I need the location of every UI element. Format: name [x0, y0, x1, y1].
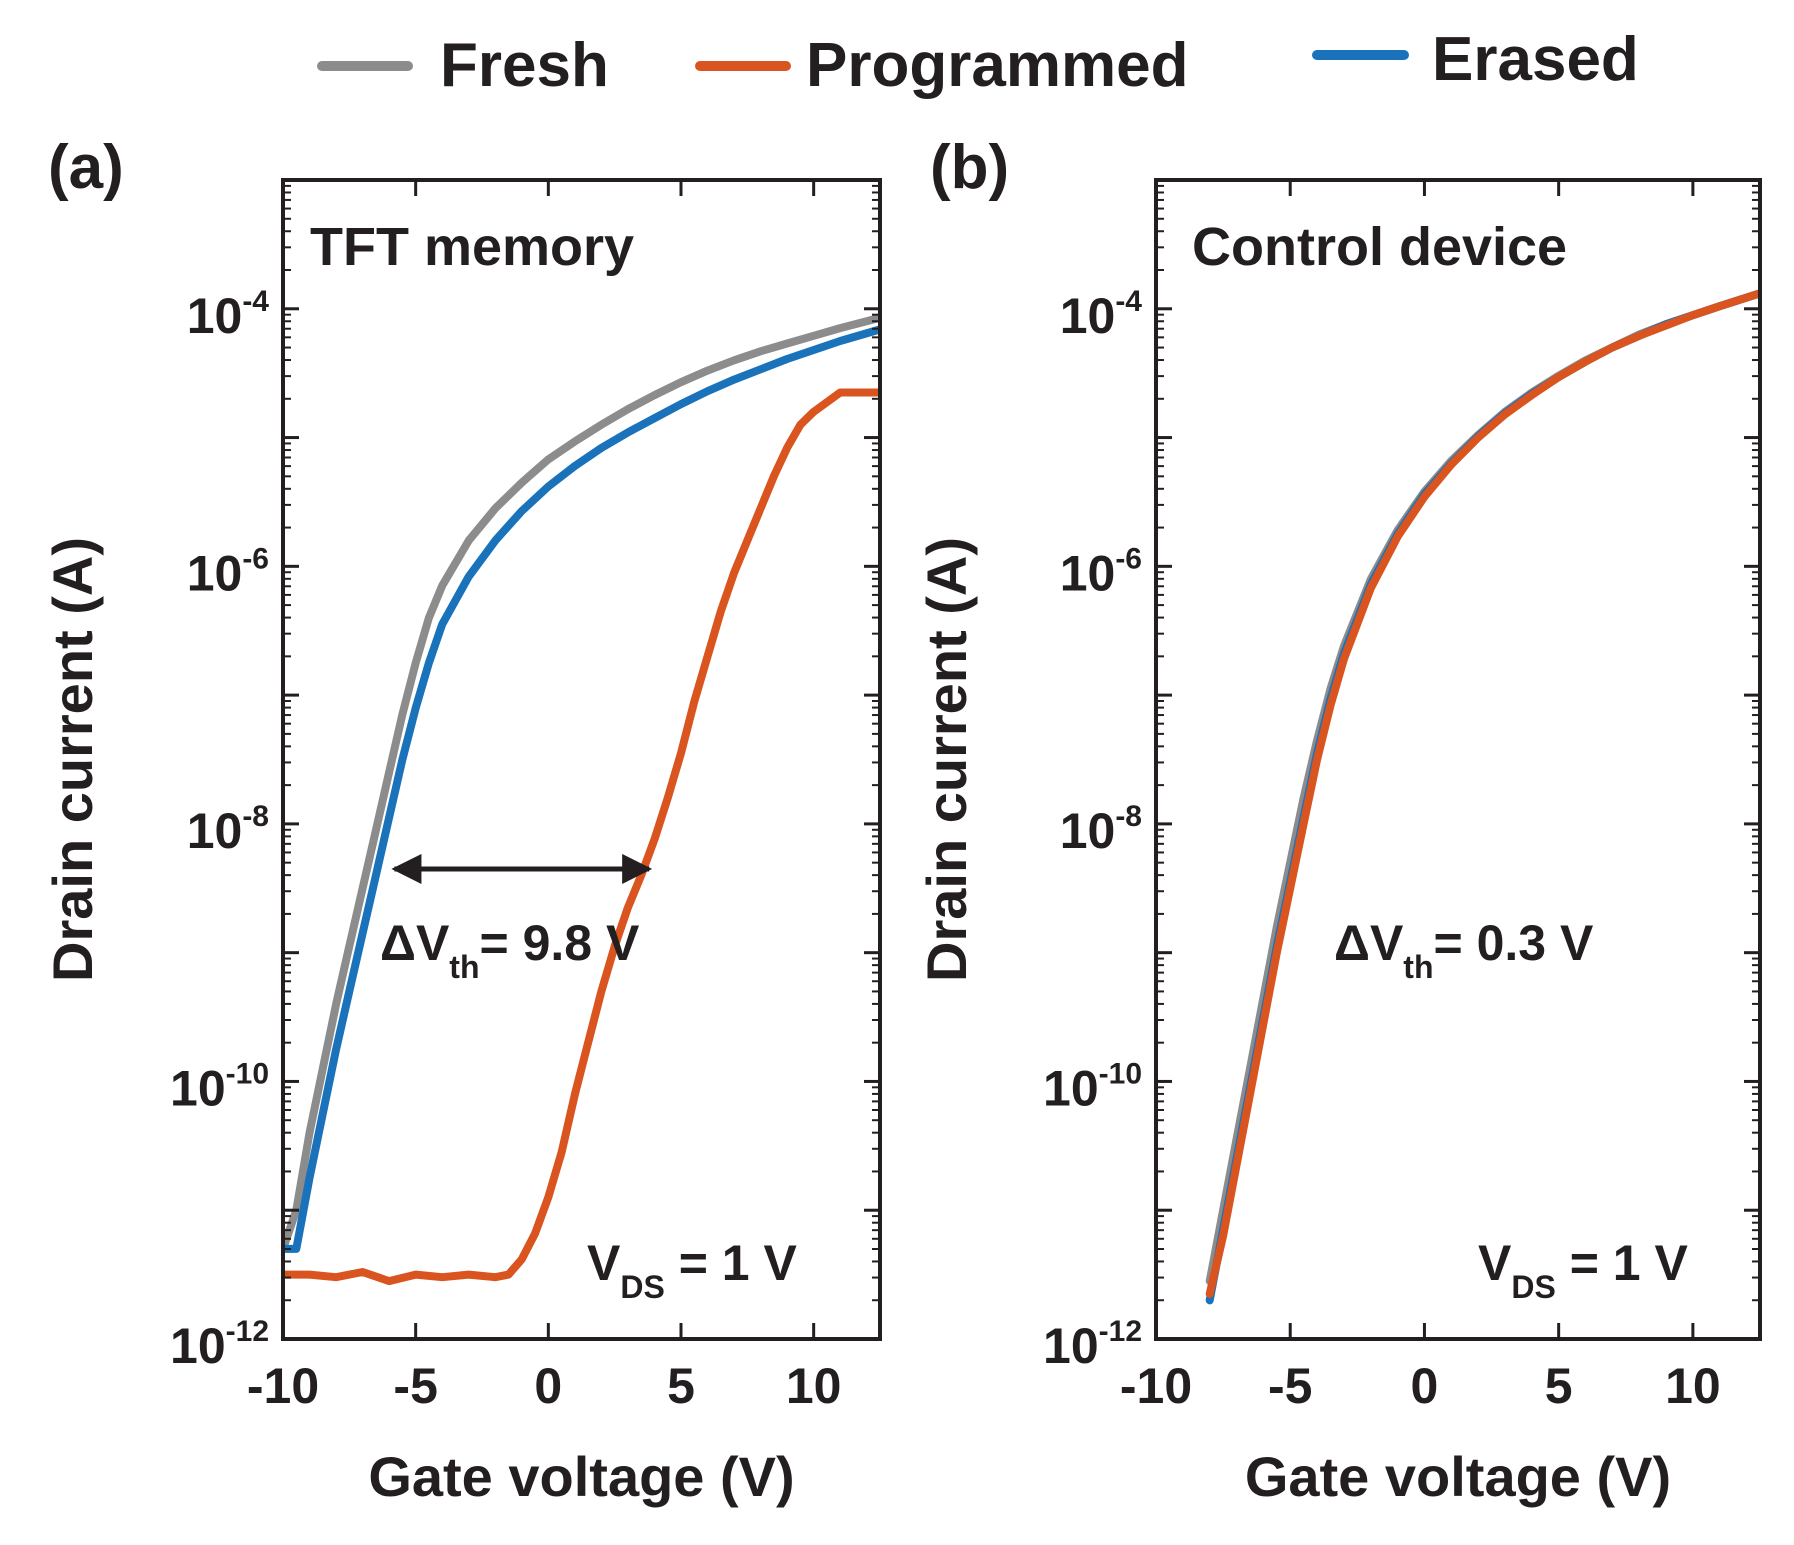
vds-annotation: VDS = 1 V: [1478, 1235, 1688, 1305]
y-tick-label: 10-12: [1043, 1315, 1142, 1374]
x-tick-label: -10: [247, 1358, 319, 1414]
y-tick-label: 10-12: [170, 1315, 269, 1374]
panel-b: (b) 10-12 10-10 10-8 10-6 10-4 -10 -5 0 5 10 Gate v…: [915, 133, 1762, 1508]
inner-title: Control device: [1192, 217, 1567, 277]
y-tick-label: 10-6: [1060, 542, 1142, 601]
legend-label-fresh: Fresh: [440, 31, 609, 100]
legend-item-erased[interactable]: Erased: [1312, 25, 1639, 94]
x-tick-label: 5: [667, 1358, 695, 1414]
series-line-programmed: [283, 388, 880, 1286]
y-axis-title: Drain current (A): [915, 537, 978, 982]
x-axis-title: Gate voltage (V): [368, 1445, 794, 1508]
y-tick-label: 10-6: [187, 542, 269, 601]
legend-item-programmed[interactable]: Programmed: [695, 31, 1188, 100]
series-line-programmed: [1205, 289, 1760, 1298]
panel-label: (a): [48, 133, 124, 202]
y-axis-title: Drain current (A): [41, 537, 104, 982]
x-tick-label: 0: [1411, 1358, 1439, 1414]
plot-frame: [281, 178, 882, 1341]
series-line-erased: [283, 325, 880, 1253]
x-tick-label: 5: [1545, 1358, 1573, 1414]
series-group: [1205, 289, 1760, 1305]
panel-a: (a) 10-12 10-10 10-8 10-6 10-4 -10 -5 0 5 10 Gate v…: [41, 133, 882, 1508]
y-tick-label: 10-8: [187, 800, 269, 859]
y-tick-label: 10-10: [1043, 1057, 1142, 1116]
delta-vth-annotation: ΔVth= 9.8 V: [380, 915, 640, 985]
plot-frame: [1154, 178, 1762, 1341]
y-tick-label: 10-8: [1060, 800, 1142, 859]
x-tick-label: -5: [393, 1358, 437, 1414]
x-tick-label: 10: [786, 1358, 842, 1414]
vds-annotation: VDS = 1 V: [587, 1235, 797, 1305]
series-line-erased: [1205, 289, 1760, 1305]
legend-label-erased: Erased: [1432, 25, 1639, 94]
y-tick-label: 10-10: [170, 1057, 269, 1116]
delta-vth-annotation: ΔVth= 0.3 V: [1334, 915, 1594, 985]
x-axis-title: Gate voltage (V): [1245, 1445, 1671, 1508]
y-tick-label: 10-4: [1060, 285, 1143, 344]
x-tick-label: -5: [1268, 1358, 1312, 1414]
legend: Fresh Programmed Erased: [317, 25, 1639, 100]
x-tick-label: 0: [534, 1358, 562, 1414]
panel-label: (b): [930, 133, 1009, 202]
y-tick-label: 10-4: [187, 285, 270, 344]
x-tick-label: -10: [1120, 1358, 1192, 1414]
series-line-fresh: [283, 313, 880, 1253]
inner-title: TFT memory: [310, 217, 634, 277]
series-line-fresh: [1205, 289, 1760, 1286]
legend-item-fresh[interactable]: Fresh: [317, 31, 609, 100]
series-group: [283, 313, 880, 1286]
legend-label-programmed: Programmed: [806, 31, 1188, 100]
x-tick-label: 10: [1665, 1358, 1721, 1414]
